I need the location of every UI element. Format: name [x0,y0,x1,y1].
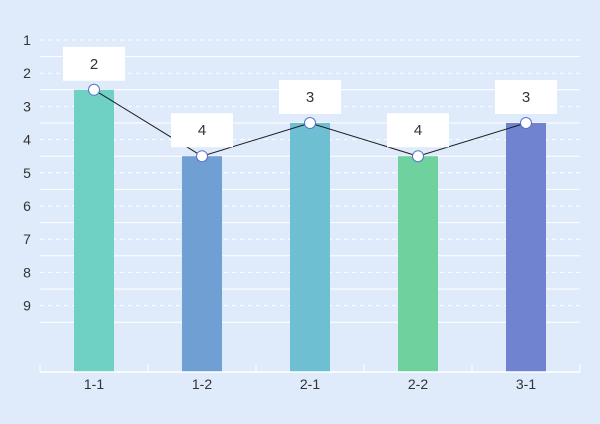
bar [506,123,546,372]
data-labels: 2 4 3 4 3 [63,46,557,163]
data-label-text: 2 [90,56,98,73]
y-tick-label: 5 [23,165,31,181]
y-tick-label: 9 [23,298,31,314]
data-label-text: 4 [414,122,422,139]
data-label-text: 3 [306,89,314,106]
x-tick-label: 2-2 [408,376,428,392]
data-label: 2 [63,46,125,81]
y-tick-label: 4 [23,132,31,148]
data-label: 4 [171,113,233,148]
x-tick-label: 2-1 [300,376,320,392]
bars [74,89,546,373]
line-marker [304,117,316,129]
x-tick-label: 1-1 [84,376,104,392]
bar [398,156,438,372]
data-label-text: 3 [522,89,530,106]
bar [290,123,330,372]
line-marker [412,150,424,163]
x-tick-label: 3-1 [516,376,536,392]
line-marker [196,150,208,163]
data-label: 3 [279,80,341,114]
bar [182,156,222,372]
data-label-box [171,113,233,148]
y-tick-label: 3 [23,98,31,114]
line-marker [520,117,532,129]
y-tick-label: 6 [23,198,31,214]
data-label: 3 [495,80,557,114]
x-axis: 1-1 1-2 2-1 2-2 3-1 [39,364,581,392]
data-label-box [387,113,449,148]
data-label-box [63,46,125,81]
data-label-box [495,80,557,114]
data-label-text: 4 [198,122,206,139]
data-label: 4 [387,113,449,148]
y-tick-label: 2 [23,65,31,81]
y-tick-label: 8 [23,264,31,280]
y-axis: 1 2 3 4 5 6 7 8 9 [23,32,31,314]
data-label-box [279,80,341,114]
x-tick-label: 1-2 [192,376,212,392]
y-tick-label: 7 [23,231,31,247]
bar [74,89,114,373]
line-marker [88,83,100,96]
y-tick-label: 1 [23,32,31,48]
